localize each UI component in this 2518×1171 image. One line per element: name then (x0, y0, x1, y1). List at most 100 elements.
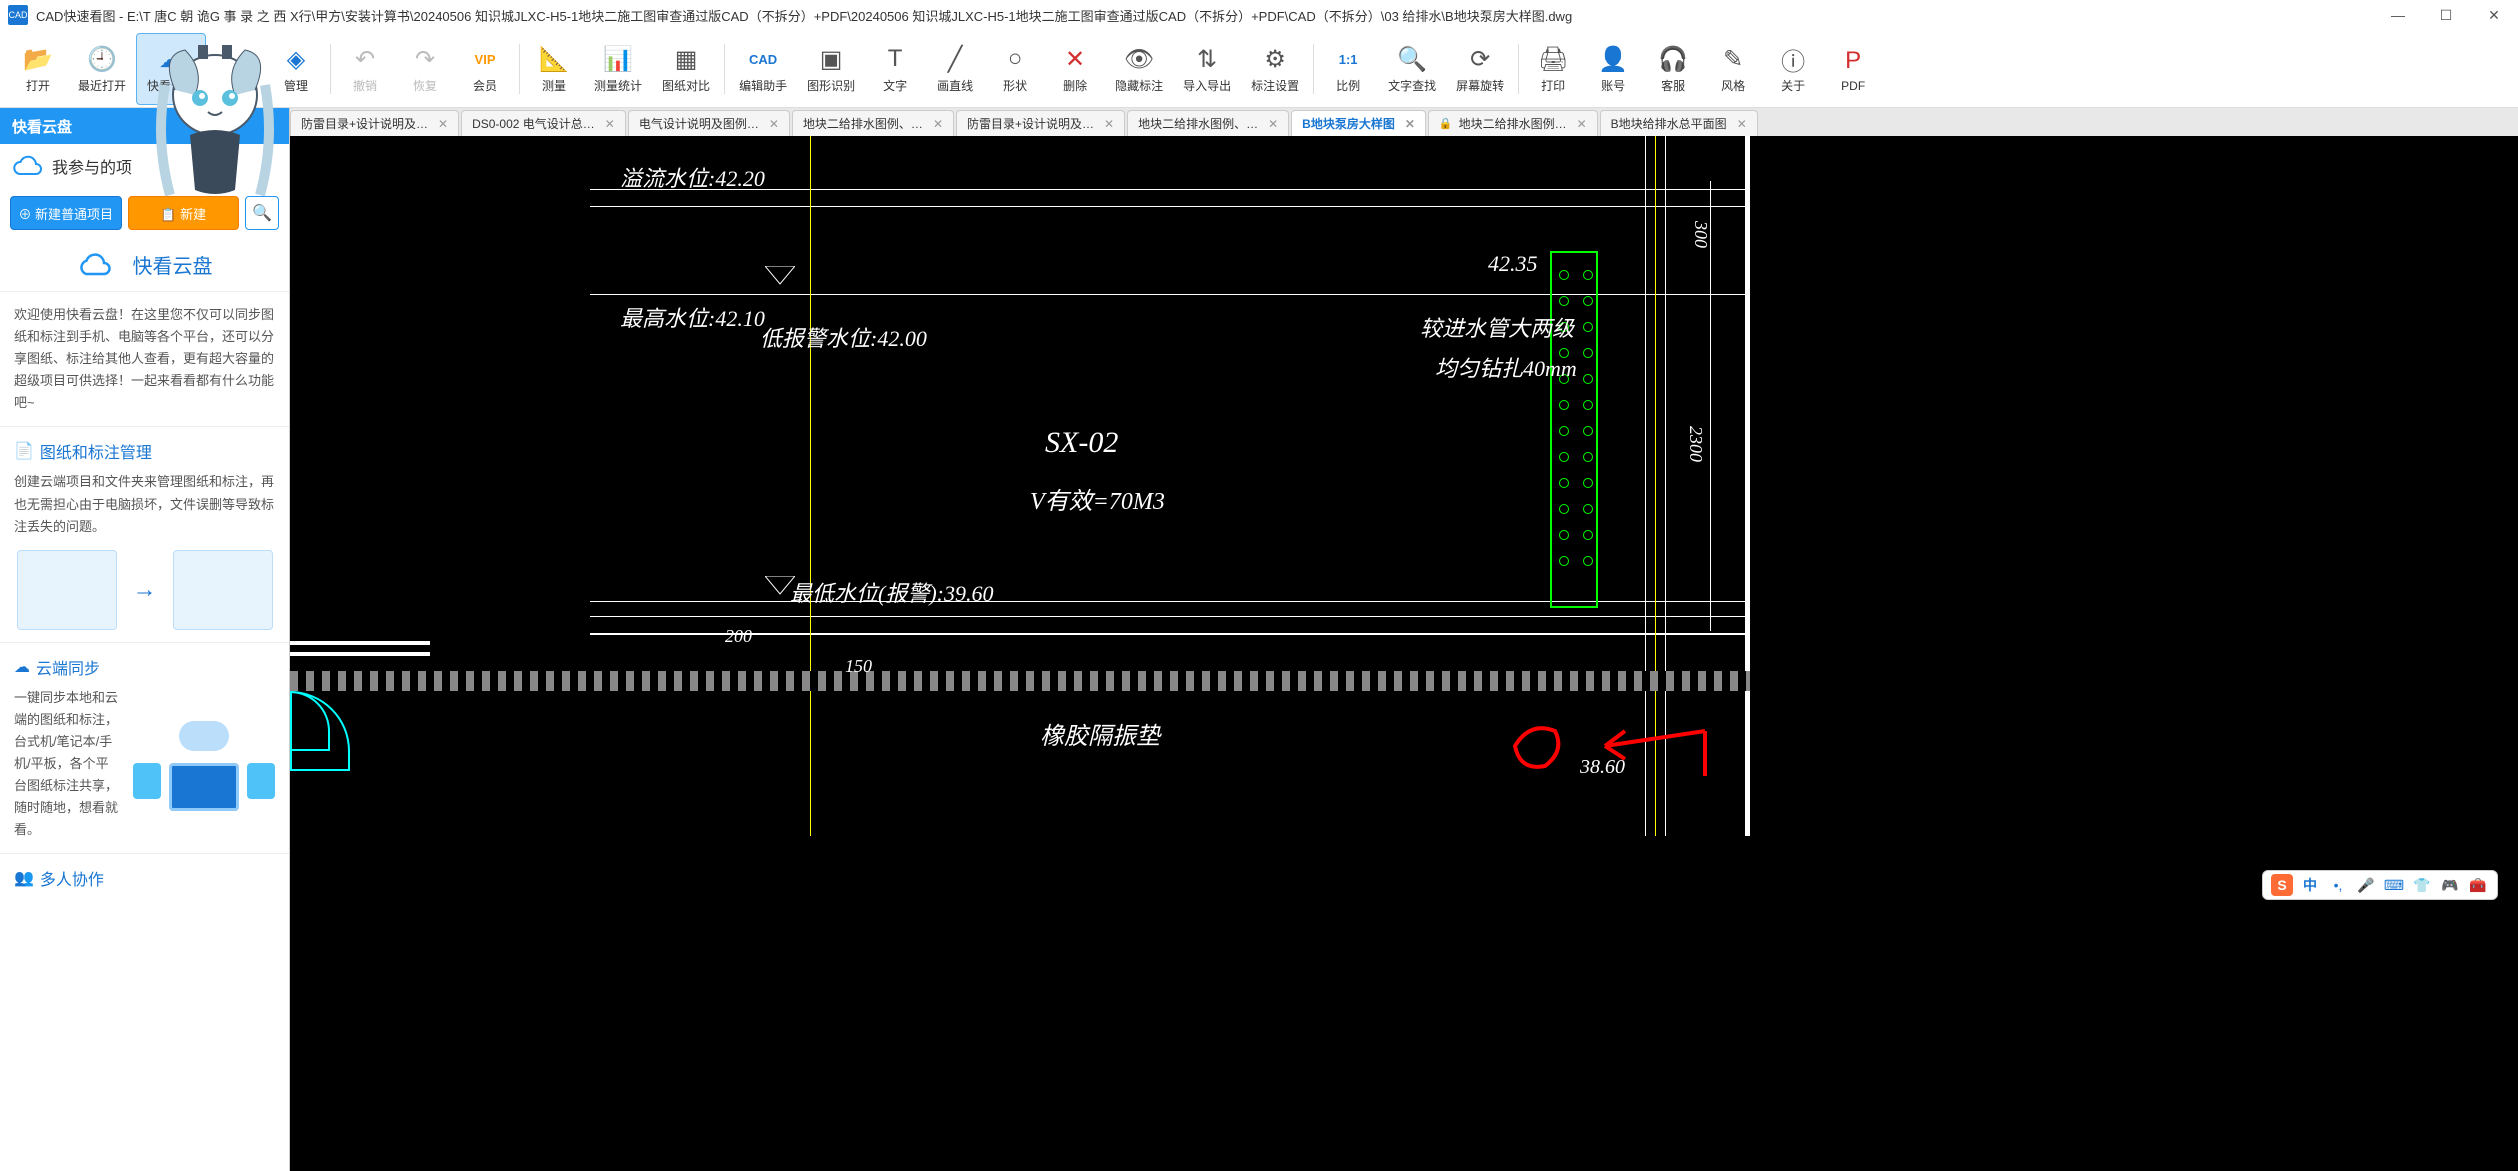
tool-label: 形状 (1003, 77, 1027, 94)
cad-text-label: 最低水位(报警):39.60 (790, 576, 993, 608)
tool-icon: ○ (999, 43, 1031, 75)
toolbar-测量-button[interactable]: 📐测量 (524, 33, 584, 105)
document-tab[interactable]: 地块二给排水图例、…✕ (1127, 110, 1289, 136)
new-other-button[interactable]: 📋 新建 (128, 196, 240, 230)
toolbar-最近打开-button[interactable]: 🕘最近打开 (68, 33, 136, 105)
people-icon: 👥 (14, 868, 34, 888)
new-normal-project-button[interactable]: ⊕ 新建普通项目 (10, 196, 122, 230)
tab-close-button[interactable]: ✕ (1104, 117, 1114, 131)
cad-canvas[interactable]: 溢流水位:42.20最高水位:42.10低报警水位:42.0042.35较进水管… (290, 136, 2518, 1171)
toolbar-测量统计-button[interactable]: 📊测量统计 (584, 33, 652, 105)
document-tab[interactable]: 电气设计说明及图例…✕ (628, 110, 790, 136)
perforation-icon (1559, 270, 1569, 280)
cad-text-label: 均匀钻扎40mm (1435, 351, 1577, 383)
toolbar-管理-button[interactable]: ◈管理 (266, 33, 326, 105)
ime-skin-button[interactable]: 👕 (2411, 874, 2433, 896)
tool-label: 客服 (1661, 77, 1685, 94)
maximize-button[interactable]: ☐ (2430, 5, 2462, 25)
phone-icon (133, 763, 161, 799)
window-controls: — ☐ ✕ (2382, 5, 2510, 25)
close-button[interactable]: ✕ (2478, 5, 2510, 25)
sidebar-header: 快看云盘 (0, 108, 289, 144)
document-tab[interactable]: 🔒地块二给排水图例…✕ (1428, 110, 1598, 136)
toolbar-文字查找-button[interactable]: 🔍文字查找 (1378, 33, 1446, 105)
tab-close-button[interactable]: ✕ (438, 117, 448, 131)
toolbar-恢复-button[interactable]: ↷恢复 (395, 33, 455, 105)
perforation-icon (1583, 400, 1593, 410)
tab-close-button[interactable]: ✕ (1268, 117, 1278, 131)
perforation-icon (1559, 556, 1569, 566)
tab-close-button[interactable]: ✕ (605, 117, 615, 131)
document-tab[interactable]: 防雷目录+设计说明及…✕ (290, 110, 459, 136)
toolbar-PDF-button[interactable]: PPDF (1823, 33, 1883, 105)
toolbar-撤销-button[interactable]: ↶撤销 (335, 33, 395, 105)
tab-close-button[interactable]: ✕ (1737, 117, 1747, 131)
tab-label: 地块二给排水图例… (1459, 115, 1567, 132)
titlebar: CAD CAD快速看图 - E:\T 唐C 朝 诡G 事 录 之 西 X行\甲方… (0, 0, 2518, 30)
ime-punct-button[interactable]: •, (2327, 874, 2349, 896)
document-tab[interactable]: 地块二给排水图例、…✕ (792, 110, 954, 136)
toolbar-打印-button[interactable]: 🖨打印 (1523, 33, 1583, 105)
minimize-button[interactable]: — (2382, 5, 2414, 25)
toolbar-item-button[interactable]: ⊞ (206, 33, 266, 105)
perforation-icon (1583, 296, 1593, 306)
perforation-icon (1583, 530, 1593, 540)
toolbar-比例-button[interactable]: 1:1比例 (1318, 33, 1378, 105)
cad-centerline (810, 136, 811, 836)
laptop-icon (169, 763, 239, 811)
toolbar-隐藏标注-button[interactable]: 👁隐藏标注 (1105, 33, 1173, 105)
toolbar-屏幕旋转-button[interactable]: ⟳屏幕旋转 (1446, 33, 1514, 105)
illus-box (173, 550, 273, 630)
toolbar-打开-button[interactable]: 📂打开 (8, 33, 68, 105)
tool-label: 打开 (26, 77, 50, 94)
tab-close-button[interactable]: ✕ (769, 117, 779, 131)
tab-close-button[interactable]: ✕ (933, 117, 943, 131)
ime-toolbar[interactable]: S 中 •, 🎤 ⌨ 👕 🎮 🧰 (2262, 870, 2498, 900)
toolbar-形状-button[interactable]: ○ 形状 (985, 33, 1045, 105)
toolbar-会员-button[interactable]: VIP会员 (455, 33, 515, 105)
toolbar-导入导出-button[interactable]: ⇅导入导出 (1173, 33, 1241, 105)
tool-icon: 📐 (538, 43, 570, 75)
toolbar-画直线-button[interactable]: ╱画直线 (925, 33, 985, 105)
toolbar-separator (330, 44, 331, 94)
ime-toolbox-button[interactable]: 🧰 (2467, 874, 2489, 896)
tool-label: 图形识别 (807, 77, 855, 94)
tool-icon: 🎧 (1657, 43, 1689, 75)
toolbar-文字-button[interactable]: T文字 (865, 33, 925, 105)
ime-mode-button[interactable]: 中 (2299, 874, 2321, 896)
ime-logo-icon: S (2271, 874, 2293, 896)
section2-title: ☁ 云端同步 (14, 655, 275, 679)
toolbar-账号-button[interactable]: 👤账号 (1583, 33, 1643, 105)
document-tab[interactable]: 防雷目录+设计说明及…✕ (956, 110, 1125, 136)
toolbar-编辑助手-button[interactable]: CAD编辑助手 (729, 33, 797, 105)
search-button[interactable]: 🔍 (245, 196, 279, 230)
perforation-icon (1559, 452, 1569, 462)
section3-title-text: 多人协作 (40, 866, 104, 890)
cad-text-label: 42.35 (1488, 251, 1538, 277)
level-marker-icon (765, 266, 795, 286)
document-tab[interactable]: DS0-002 电气设计总…✕ (461, 110, 626, 136)
ime-keyboard-button[interactable]: ⌨ (2383, 874, 2405, 896)
toolbar-separator (519, 44, 520, 94)
toolbar-快看云盘-button[interactable]: ☁快看云盘 (136, 33, 206, 105)
toolbar-删除-button[interactable]: ✕删除 (1045, 33, 1105, 105)
toolbar-图形识别-button[interactable]: ▣ 图形识别 (797, 33, 865, 105)
document-tab[interactable]: B地块给排水总平面图 ✕ (1600, 110, 1758, 136)
tool-label: 账号 (1601, 77, 1625, 94)
tool-label: 比例 (1336, 77, 1360, 94)
toolbar-关于-button[interactable]: ⓘ关于 (1763, 33, 1823, 105)
cad-text-label: SX-02 (1045, 426, 1118, 460)
tab-close-button[interactable]: ✕ (1405, 117, 1415, 131)
tool-icon: ⓘ (1777, 43, 1809, 75)
perforation-icon (1559, 530, 1569, 540)
toolbar-图纸对比-button[interactable]: ▦图纸对比 (652, 33, 720, 105)
toolbar-风格-button[interactable]: ✎风格 (1703, 33, 1763, 105)
toolbar-客服-button[interactable]: 🎧 客服 (1643, 33, 1703, 105)
tab-close-button[interactable]: ✕ (1577, 117, 1587, 131)
toolbar-标注设置-button[interactable]: ⚙标注设置 (1241, 33, 1309, 105)
ime-voice-button[interactable]: 🎤 (2355, 874, 2377, 896)
document-tab[interactable]: B地块泵房大样图✕ (1291, 110, 1426, 136)
ime-game-button[interactable]: 🎮 (2439, 874, 2461, 896)
tab-label: B地块给排水总平面图 (1611, 115, 1727, 132)
tool-icon: ▣ (815, 43, 847, 75)
